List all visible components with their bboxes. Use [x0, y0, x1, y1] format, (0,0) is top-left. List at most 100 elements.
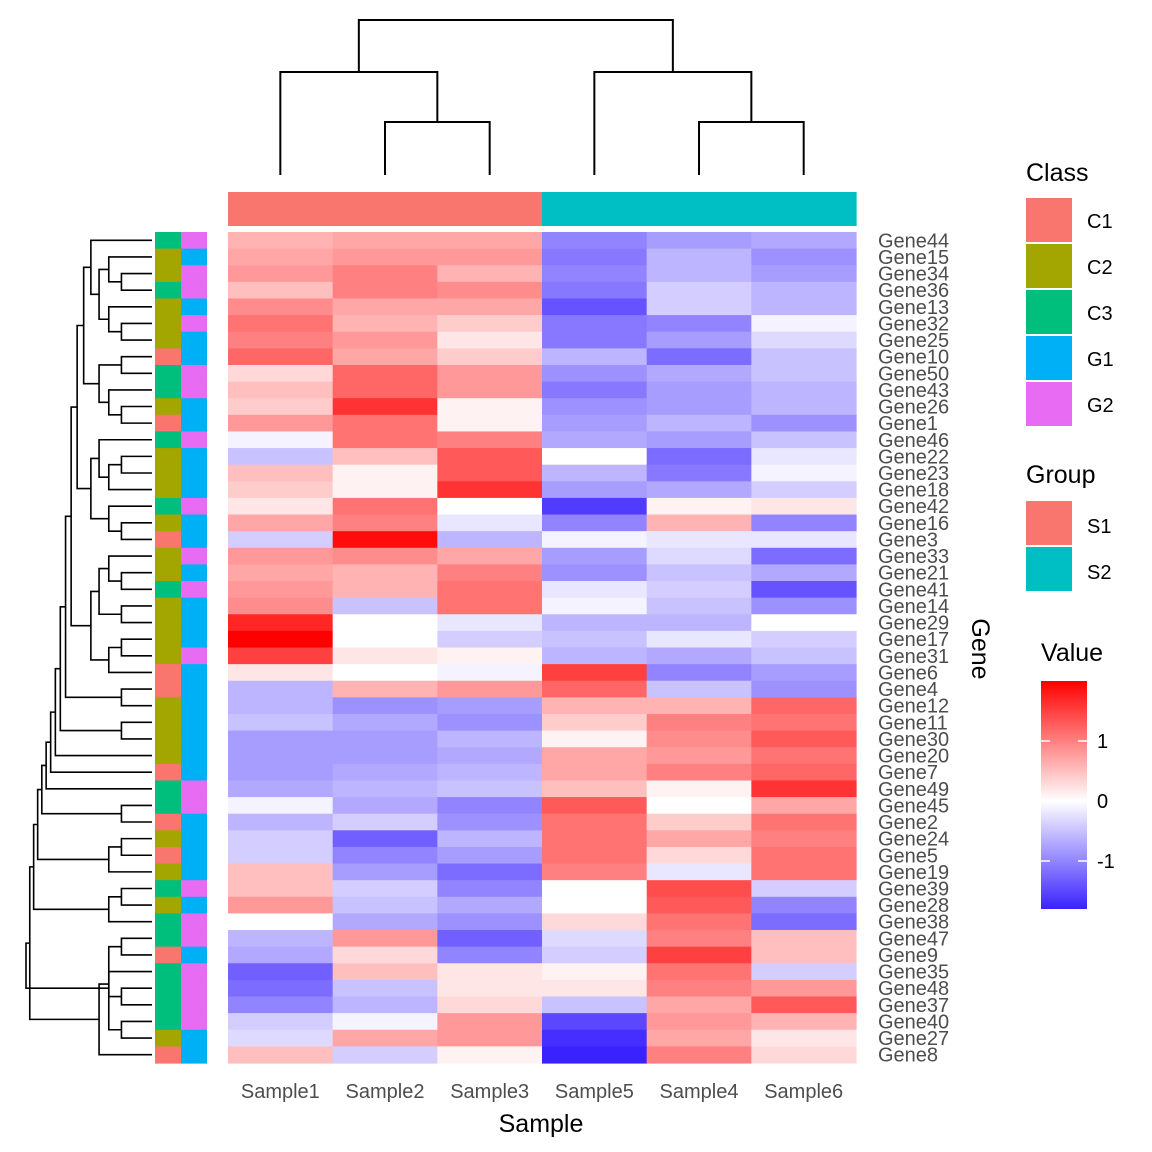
heatmap-cell: [646, 232, 752, 250]
heatmap-cell: [646, 813, 752, 831]
heatmap-cell: [646, 364, 752, 383]
heatmap-cell: [332, 664, 438, 682]
gene-label: Gene3: [878, 529, 938, 551]
heatmap-cell: [332, 713, 438, 732]
heatmap-cell: [437, 930, 543, 948]
heatmap-cell: [646, 464, 752, 482]
colorbar-tick-label: 1: [1097, 731, 1108, 753]
heatmap-cell: [437, 414, 543, 433]
row-annotation-class-cell: [155, 348, 181, 366]
heatmap-cell: [751, 946, 857, 964]
heatmap-cell: [437, 664, 543, 682]
heatmap-cell: [646, 581, 752, 599]
heatmap-cell: [332, 531, 438, 549]
heatmap-cell: [228, 281, 334, 300]
heatmap-cell: [437, 531, 543, 549]
heatmap-cell: [542, 464, 648, 482]
heatmap-cell: [228, 880, 334, 898]
heatmap-cell: [437, 763, 543, 782]
row-annotation-class-cell: [155, 680, 181, 698]
row-dendrogram-branch: [107, 555, 152, 582]
column-annotation-cell: [542, 192, 648, 226]
heatmap-cell: [751, 747, 857, 765]
heatmap-cell: [542, 265, 648, 283]
gene-label: Gene36: [878, 280, 949, 302]
heatmap-cell: [646, 281, 752, 300]
row-dendrogram-branch: [107, 945, 122, 1031]
gene-label: Gene8: [878, 1045, 938, 1067]
heatmap-cell: [542, 930, 648, 948]
heatmap-cell: [228, 1046, 334, 1064]
row-annotation-class-cell: [155, 265, 181, 283]
row-annotation-group-cell: [181, 364, 207, 383]
heatmap-cell: [437, 880, 543, 898]
heatmap-cell: [332, 680, 438, 698]
row-annotation-group-cell: [181, 797, 207, 815]
heatmap-cell: [437, 431, 543, 449]
heatmap-cell: [437, 232, 543, 250]
heatmap-cell: [332, 464, 438, 482]
column-annotation-bar: [228, 192, 857, 226]
heatmap-cell: [228, 431, 334, 449]
heatmap-cell: [332, 813, 438, 831]
heatmap-cell: [228, 298, 334, 316]
heatmap-cell: [751, 647, 857, 665]
heatmap-cell: [437, 348, 543, 366]
heatmap-cell: [228, 763, 334, 782]
heatmap-cell: [332, 581, 438, 599]
heatmap-cell: [751, 497, 857, 516]
column-annotation-cell: [228, 192, 334, 226]
heatmap-cell: [542, 414, 648, 433]
row-dendrogram-branch: [107, 256, 152, 283]
heatmap-cell: [332, 564, 438, 582]
heatmap-cell: [332, 730, 438, 748]
heatmap-cell: [332, 1013, 438, 1031]
row-annotation-class-cell: [155, 996, 181, 1014]
row-annotation-class-cell: [155, 664, 181, 682]
heatmap-cell: [437, 979, 543, 998]
row-annotation-class-cell: [155, 1046, 181, 1064]
gene-labels: Gene44Gene15Gene34Gene36Gene13Gene32Gene…: [878, 230, 949, 1066]
heatmap-cell: [332, 547, 438, 565]
row-dendrogram-branch: [107, 646, 152, 674]
heatmap-cell: [646, 481, 752, 499]
column-annotation-cell: [437, 192, 543, 226]
heatmap-cell: [437, 481, 543, 499]
row-annotation-group-cell: [181, 913, 207, 931]
gene-label: Gene17: [878, 629, 949, 651]
heatmap-cell: [437, 797, 543, 815]
row-dendrogram-branch: [120, 638, 152, 657]
heatmap-cell: [228, 414, 334, 433]
row-dendrogram: [25, 239, 152, 1056]
column-annotation-cell: [646, 192, 752, 226]
heatmap-cell: [228, 232, 334, 250]
row-dendrogram-branch: [32, 823, 109, 911]
row-annotation-group-cell: [181, 730, 207, 748]
sample-label: Sample5: [555, 1081, 634, 1103]
heatmap-cell: [646, 830, 752, 848]
gene-label: Gene46: [878, 430, 949, 452]
heatmap-cell: [228, 581, 334, 599]
heatmap-cell: [228, 913, 334, 931]
row-annotation-group-cell: [181, 930, 207, 948]
row-annotation-group-cell: [181, 448, 207, 466]
heatmap-cell: [437, 846, 543, 865]
row-annotation-group-cell: [181, 581, 207, 599]
heatmap-cell: [646, 630, 752, 649]
gene-label: Gene35: [878, 962, 949, 984]
heatmap-cell: [228, 664, 334, 682]
heatmap-cell: [542, 730, 648, 748]
heatmap-cell: [332, 398, 438, 416]
row-annotation-class-cell: [155, 448, 181, 466]
heatmap-cell: [646, 514, 752, 532]
legend-class-label: G2: [1087, 395, 1114, 417]
heatmap-cell: [542, 448, 648, 466]
row-annotation-class-cell: [155, 481, 181, 499]
row-dendrogram-branch: [98, 438, 152, 478]
heatmap-cell: [332, 797, 438, 815]
x-axis-title: Sample: [499, 1110, 584, 1138]
row-annotation-class-cell: [155, 514, 181, 532]
row-annotation-group-cell: [181, 348, 207, 366]
heatmap-cell: [751, 1013, 857, 1031]
heatmap-cell: [332, 281, 438, 300]
